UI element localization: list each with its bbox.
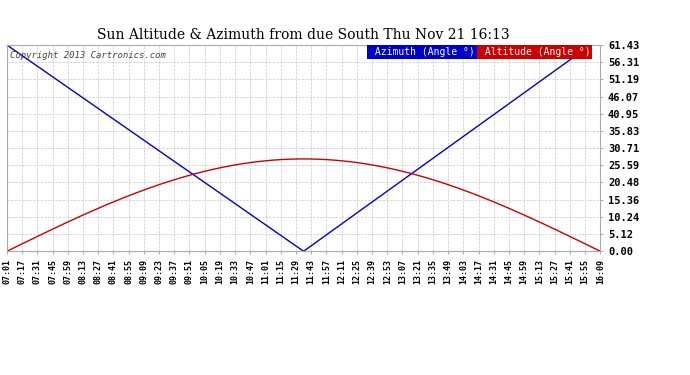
Text: Azimuth (Angle °): Azimuth (Angle °) (369, 47, 475, 57)
Text: Copyright 2013 Cartronics.com: Copyright 2013 Cartronics.com (10, 51, 166, 60)
Text: Altitude (Angle °): Altitude (Angle °) (479, 47, 590, 57)
Title: Sun Altitude & Azimuth from due South Thu Nov 21 16:13: Sun Altitude & Azimuth from due South Th… (97, 28, 510, 42)
